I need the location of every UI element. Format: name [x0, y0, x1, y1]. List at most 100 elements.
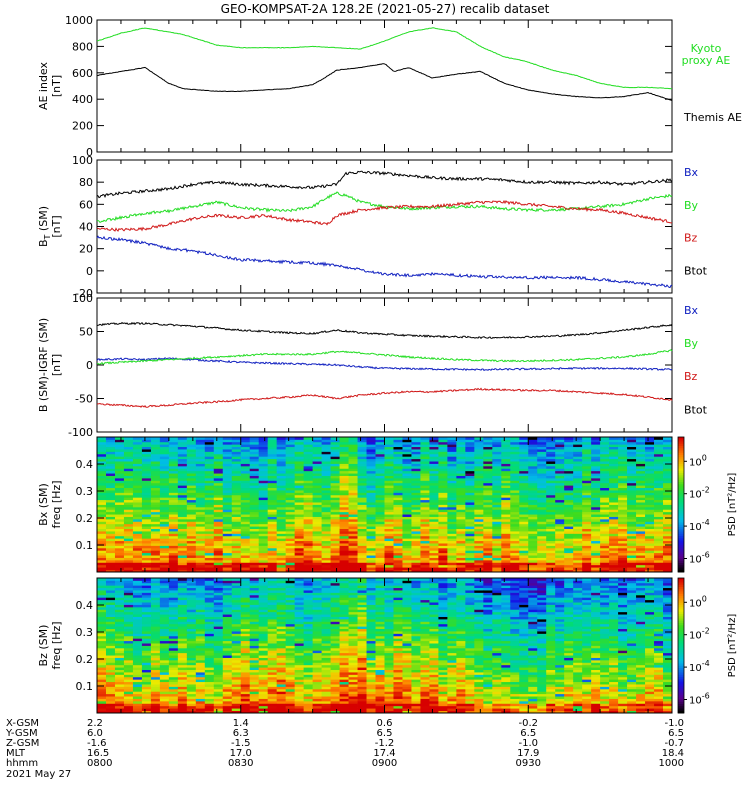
spectrogram-cell	[519, 533, 529, 537]
spectrogram-cell	[375, 470, 385, 474]
spectrogram-cell	[132, 437, 143, 440]
spectrogram-cell	[303, 475, 314, 479]
spectrogram-cell	[168, 681, 179, 685]
spectrogram-cell	[474, 475, 484, 479]
spectrogram-cell	[501, 533, 511, 537]
spectrogram-cell	[366, 533, 376, 537]
spectrogram-cell	[249, 463, 260, 467]
spectrogram-cell	[465, 446, 475, 450]
spectrogram-cell	[582, 485, 592, 489]
spectrogram-cell	[168, 485, 179, 489]
spectrogram-cell	[258, 559, 269, 563]
spectrogram-cell	[312, 504, 323, 508]
spectrogram-cell	[429, 555, 439, 558]
spectrogram-cell	[492, 514, 502, 517]
spectrogram-cell	[294, 526, 305, 530]
spectrogram-cell	[573, 485, 583, 489]
spectrogram-cell	[114, 580, 125, 584]
spectrogram-cell	[231, 461, 242, 464]
spectrogram-cell	[249, 540, 260, 544]
spectrogram-cell	[276, 480, 287, 484]
spectrogram-cell	[501, 480, 511, 484]
spectrogram-cell	[204, 710, 215, 714]
spectrogram-cell	[312, 502, 323, 505]
spectrogram-cell	[240, 521, 251, 525]
spectrogram-cell	[213, 535, 224, 539]
spectrogram-cell	[654, 504, 664, 508]
spectrogram-cell	[438, 518, 448, 522]
spectrogram-cell	[537, 465, 547, 469]
spectrogram-cell	[555, 446, 565, 450]
spectrogram-cell	[591, 463, 601, 467]
spectrogram-cell	[114, 691, 125, 695]
spectrogram-cell	[645, 485, 655, 489]
spectrogram-cell	[114, 696, 125, 699]
spectrogram-cell	[546, 523, 556, 527]
spectrogram-cell	[636, 449, 646, 452]
spectrogram-cell	[663, 564, 673, 568]
spectrogram-cell	[321, 499, 331, 503]
spectrogram-cell	[141, 499, 152, 503]
spectrogram-cell	[528, 453, 538, 457]
spectrogram-cell	[159, 628, 170, 632]
spectrogram-cell	[456, 547, 466, 551]
spectrogram-cell	[114, 518, 125, 522]
spectrogram-cell	[258, 518, 269, 522]
spectrogram-cell	[249, 614, 260, 617]
spectrogram-cell	[159, 590, 170, 593]
spectrogram-cell	[105, 710, 116, 714]
spectrogram-cell	[654, 533, 664, 537]
spectrogram-cell	[573, 528, 583, 532]
spectrogram-cell	[528, 521, 538, 525]
spectrogram-cell	[546, 465, 556, 469]
spectrogram-cell	[141, 621, 152, 625]
spectrogram-cell	[420, 533, 430, 537]
spectrogram-cell	[357, 485, 367, 489]
spectrogram-cell	[645, 461, 655, 464]
spectrogram-cell	[384, 449, 394, 452]
spectrogram-cell	[267, 540, 278, 544]
spectrogram-cell	[483, 506, 493, 510]
spectrogram-cell	[627, 449, 637, 452]
spectrogram-cell	[555, 533, 565, 537]
spectrogram-cell	[141, 585, 152, 589]
spectrogram-cell	[240, 599, 251, 603]
spectrogram-cell	[555, 437, 565, 440]
spectrogram-cell	[105, 470, 116, 474]
spectrogram-cell	[546, 502, 556, 505]
spectrogram-cell	[339, 449, 349, 452]
spectrogram-cell	[582, 444, 592, 448]
spectrogram-cell	[159, 480, 170, 484]
spectrogram-cell	[123, 587, 134, 591]
spectrogram-cell	[492, 533, 502, 537]
spectrogram-cell	[609, 502, 619, 505]
spectrogram-cell	[303, 444, 314, 448]
spectrogram-cell	[357, 521, 367, 525]
spectrogram-cell	[114, 592, 125, 596]
spectrogram-cell	[600, 468, 610, 472]
spectrogram-cell	[438, 545, 448, 549]
spectrogram-cell	[402, 482, 412, 486]
colorbar-swatch	[678, 468, 684, 472]
spectrogram-cell	[555, 494, 565, 498]
spectrogram-cell	[114, 490, 125, 493]
spectrogram-cell	[231, 587, 242, 591]
spectrogram-cell	[654, 509, 664, 513]
spectrogram-cell	[303, 477, 314, 481]
spectrogram-cell	[240, 623, 251, 627]
spectrogram-cell	[456, 528, 466, 532]
spectrogram-cell	[663, 437, 673, 440]
spectrogram-cell	[402, 477, 412, 481]
spectrogram-cell	[249, 506, 260, 510]
spectrogram-cell	[177, 693, 188, 697]
spectrogram-cell	[600, 540, 610, 544]
spectrogram-cell	[204, 559, 215, 563]
spectrogram-cell	[429, 497, 439, 501]
spectrogram-cell	[537, 477, 547, 481]
spectrogram-cell	[528, 502, 538, 505]
spectrogram-cell	[429, 453, 439, 457]
spectrogram-cell	[474, 451, 484, 455]
spectrogram-cell	[528, 437, 538, 440]
spectrogram-cell	[339, 538, 349, 542]
spectrogram-cell	[177, 509, 188, 513]
